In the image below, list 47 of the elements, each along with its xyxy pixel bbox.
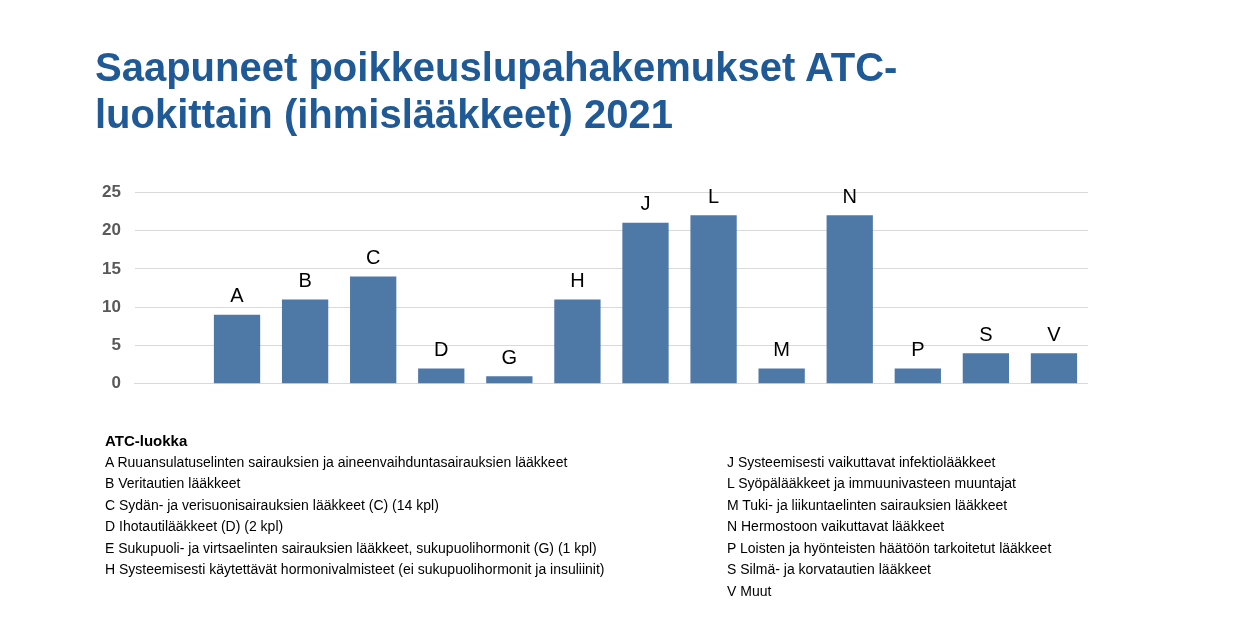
y-tick-label: 25 (101, 181, 121, 201)
bar (350, 276, 397, 384)
text: E Sukupuoli- ja virtsaelinten sairauksien lääkkeet, sukupuolihormonit (G) (1 kpl) (105, 539, 598, 558)
y-tick-label: 15 (101, 258, 121, 278)
text: C Sydän- ja verisuonisairauksien lääkkeet (C) (14 kpl) (105, 496, 440, 515)
text: N Hermostoon vaikuttavat lääkkeet (727, 518, 946, 536)
bar (622, 222, 669, 384)
data-label: V (1047, 322, 1062, 345)
text: ATC-luokka (105, 432, 189, 451)
chart-title: Saapuneet poikkeuslupahakemukset ATC-luokittain (ihmislääkkeet) 2021 (95, 44, 899, 138)
text: A Ruuansulatuselinten sairauksien ja aineenvaihduntasairauksien lääkkeet (105, 453, 569, 472)
bar (486, 376, 533, 384)
bar (758, 368, 805, 384)
text: L Syöpälääkkeet ja immuunivasteen muuntajat (727, 475, 1017, 493)
bar (213, 314, 261, 384)
y-tick-label: 5 (111, 335, 121, 355)
text: M Tuki- ja liikuntaelinten sairauksien lääkkeet (727, 496, 1009, 515)
bar (281, 299, 329, 384)
y-tick-label: 0 (111, 373, 121, 393)
data-label: N (842, 184, 857, 207)
text: V Muut (727, 582, 773, 601)
y-tick-label: 20 (101, 220, 121, 240)
data-label: M (773, 337, 790, 360)
text: J Systeemisesti vaikuttavat infektiolääkkeet (727, 453, 997, 472)
y-tick-label: 10 (101, 296, 121, 316)
bar (554, 299, 601, 384)
bar (690, 215, 737, 384)
bar (962, 353, 1010, 384)
data-label: G (501, 345, 518, 368)
data-label: D (434, 337, 449, 360)
bar (418, 368, 465, 384)
data-label: H (570, 269, 585, 292)
data-label: C (365, 246, 381, 269)
text: P Loisten ja hyönteisten häätöön tarkoitetut lääkkeet (727, 539, 1053, 558)
data-label: S (979, 322, 993, 345)
data-label: J (640, 192, 651, 215)
bar (894, 368, 941, 384)
data-label: L (708, 184, 720, 207)
data-label: B (298, 269, 312, 292)
data-label: P (911, 337, 925, 360)
text: D Ihotautilääkkeet (D) (2 kpl) (105, 518, 285, 536)
text: S Silmä- ja korvatautien lääkkeet (727, 561, 932, 579)
text: H Systeemisesti käytettävät hormonivalmisteet (ei sukupuolihormonit ja insuliinit) (105, 561, 606, 579)
bar (826, 215, 873, 384)
bar (1030, 353, 1078, 384)
data-label: A (230, 284, 245, 307)
text: B Veritautien lääkkeet (105, 475, 242, 493)
